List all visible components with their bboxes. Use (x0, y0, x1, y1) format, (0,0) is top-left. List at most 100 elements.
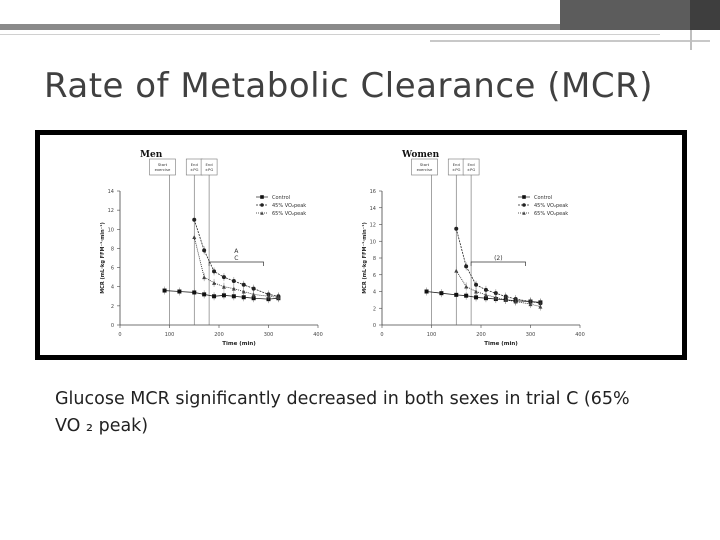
data-point (474, 295, 479, 300)
data-point (192, 290, 197, 295)
series-line (455, 228, 541, 304)
data-point (522, 211, 526, 215)
data-point (260, 203, 264, 207)
x-tick-label: 0 (380, 332, 383, 338)
annotation-label: (2) (494, 255, 503, 262)
x-tick-label: 300 (526, 332, 536, 338)
data-point (212, 269, 217, 274)
x-tick-label: 100 (427, 332, 437, 338)
data-point (439, 291, 444, 296)
data-point (260, 211, 264, 215)
event-label: End (467, 162, 475, 167)
event-label: exercise (417, 167, 433, 172)
data-point (464, 284, 469, 289)
y-tick-label: 14 (370, 206, 376, 212)
data-point (202, 248, 207, 253)
data-point (483, 287, 488, 292)
event-label: End (205, 162, 213, 167)
data-point (192, 234, 197, 239)
data-point (464, 264, 469, 269)
data-point (454, 268, 459, 273)
data-point (241, 289, 246, 294)
x-tick-label: 400 (313, 332, 323, 338)
data-point (231, 294, 236, 299)
x-tick-label: 400 (575, 332, 585, 338)
data-point (251, 286, 256, 291)
annotation-bracket (470, 261, 526, 267)
y-tick-label: 6 (373, 273, 376, 279)
annotation-label: A (234, 248, 239, 255)
data-point (538, 304, 543, 309)
legend-entry: Control (272, 195, 290, 201)
slide-caption: Glucose MCR significantly decreased in b… (55, 386, 695, 440)
data-point (212, 280, 217, 285)
data-point (221, 275, 226, 280)
event-label: End (191, 162, 199, 167)
data-point (221, 293, 226, 298)
y-tick-label: 16 (370, 189, 376, 195)
data-point (513, 299, 518, 304)
data-point (493, 295, 498, 300)
series-line (193, 219, 279, 297)
data-point (162, 288, 167, 293)
data-point (241, 295, 246, 300)
data-point (221, 284, 226, 289)
decor-bar-dark (690, 0, 720, 30)
data-point (424, 289, 429, 294)
x-tick-label: 100 (165, 332, 175, 338)
figure-panel: Men 0 2 4 6 8 10 12 14 0 100 200 300 400 Time (min) MCR… (35, 130, 687, 360)
data-point (266, 294, 271, 299)
chart-1: Women 0 2 4 6 8 10 12 14 16 0 100 200 300 400 Time (min… (362, 150, 585, 347)
y-tick-label: 8 (111, 246, 114, 252)
caption-line-1: Glucose MCR significantly decreased in b… (55, 389, 630, 409)
y-tick-label: 2 (373, 306, 376, 312)
x-tick-label: 200 (476, 332, 486, 338)
data-point (231, 286, 236, 291)
y-tick-label: 10 (108, 227, 114, 233)
y-tick-label: 2 (111, 304, 114, 310)
legend-entry: Control (534, 195, 552, 201)
legend-entry: 65% VO₂peak (534, 211, 568, 217)
event-label-box (149, 158, 176, 176)
y-axis-label: MCR (mL·kg FFM⁻¹·min⁻¹) (100, 222, 106, 294)
data-point (493, 291, 498, 296)
data-point (202, 275, 207, 280)
data-point (241, 282, 246, 287)
event-label: ±PG (467, 167, 475, 172)
data-point (474, 289, 479, 294)
annotation-label: C (234, 255, 238, 262)
event-label: Start (158, 162, 168, 167)
legend-entry: 65% VO₂peak (272, 211, 306, 217)
chart-title: Women (401, 150, 440, 160)
data-point (464, 293, 469, 298)
decor-line-2 (430, 40, 710, 42)
y-tick-label: 14 (108, 189, 114, 195)
y-tick-label: 12 (370, 223, 376, 229)
x-tick-label: 0 (118, 332, 121, 338)
legend-entry: 45% VO₂peak (272, 203, 306, 209)
data-point (454, 292, 459, 297)
series-line (193, 236, 279, 298)
event-label: ±PG (205, 167, 213, 172)
event-label: Start (420, 162, 430, 167)
data-point (251, 292, 256, 297)
data-point (528, 302, 533, 307)
x-tick-label: 200 (214, 332, 224, 338)
caption-line-2: VO ₂ peak) (55, 416, 149, 436)
data-point (454, 226, 459, 231)
x-axis-label: Time (min) (484, 341, 518, 347)
series-line (426, 291, 541, 303)
y-tick-label: 0 (373, 323, 376, 329)
y-tick-label: 12 (108, 208, 114, 214)
x-tick-label: 300 (264, 332, 274, 338)
event-label-box (411, 158, 438, 176)
data-point (260, 195, 264, 199)
event-label: ±PG (452, 167, 460, 172)
event-label-box (462, 158, 480, 176)
data-point (231, 278, 236, 283)
y-tick-label: 0 (111, 323, 114, 329)
y-tick-label: 8 (373, 256, 376, 262)
y-tick-label: 10 (370, 239, 376, 245)
data-point (177, 289, 182, 294)
